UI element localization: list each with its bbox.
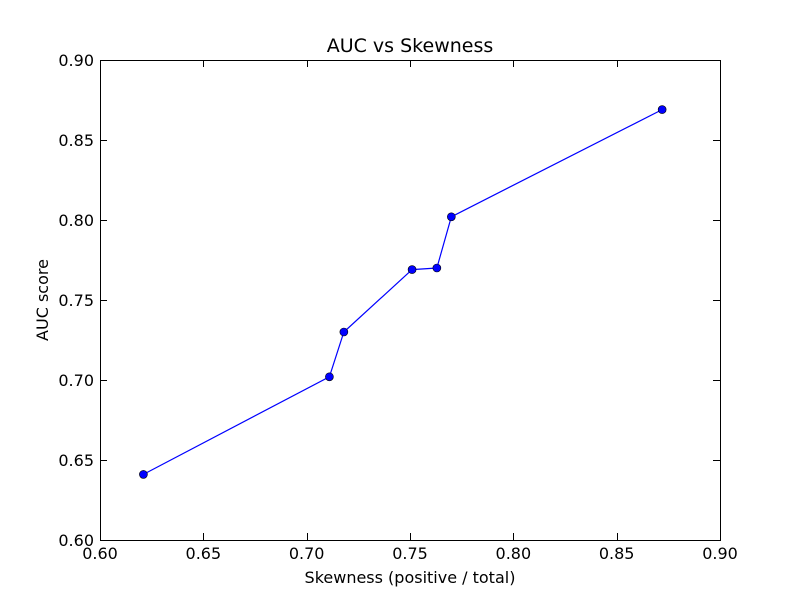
y-axis: 0.60 0.65 0.70 0.75 0.80 0.85 0.90 (58, 51, 720, 550)
x-tick-label: 0.75 (392, 544, 428, 563)
plot-area-frame (100, 60, 721, 541)
y-tick-label: 0.70 (58, 371, 94, 390)
x-tick-label: 0.90 (702, 544, 738, 563)
y-tick-label: 0.75 (58, 291, 94, 310)
x-tick-label: 0.85 (599, 544, 635, 563)
data-point (339, 327, 349, 337)
data-point (139, 470, 148, 479)
data-point (657, 105, 667, 114)
data-point (325, 372, 334, 382)
series-layer (139, 105, 667, 479)
y-tick-label: 0.85 (58, 131, 94, 150)
x-tick-label: 0.65 (186, 544, 222, 563)
y-tick-label: 0.80 (58, 211, 94, 230)
y-tick-label: 0.60 (58, 531, 94, 550)
data-point (432, 263, 442, 273)
x-tick-label: 0.80 (496, 544, 532, 563)
x-tick-label: 0.60 (82, 544, 118, 563)
chart-title: AUC vs Skewness (327, 35, 494, 57)
data-point (407, 265, 417, 274)
y-axis-title: AUC score (33, 259, 52, 341)
y-tick-label: 0.65 (58, 451, 94, 470)
x-tick-label: 0.70 (289, 544, 325, 563)
data-point (447, 212, 456, 222)
y-tick-label: 0.90 (58, 51, 94, 70)
x-axis-title: Skewness (positive / total) (305, 568, 516, 587)
x-axis: 0.60 0.65 0.70 0.75 0.80 0.85 0.90 (82, 60, 738, 563)
